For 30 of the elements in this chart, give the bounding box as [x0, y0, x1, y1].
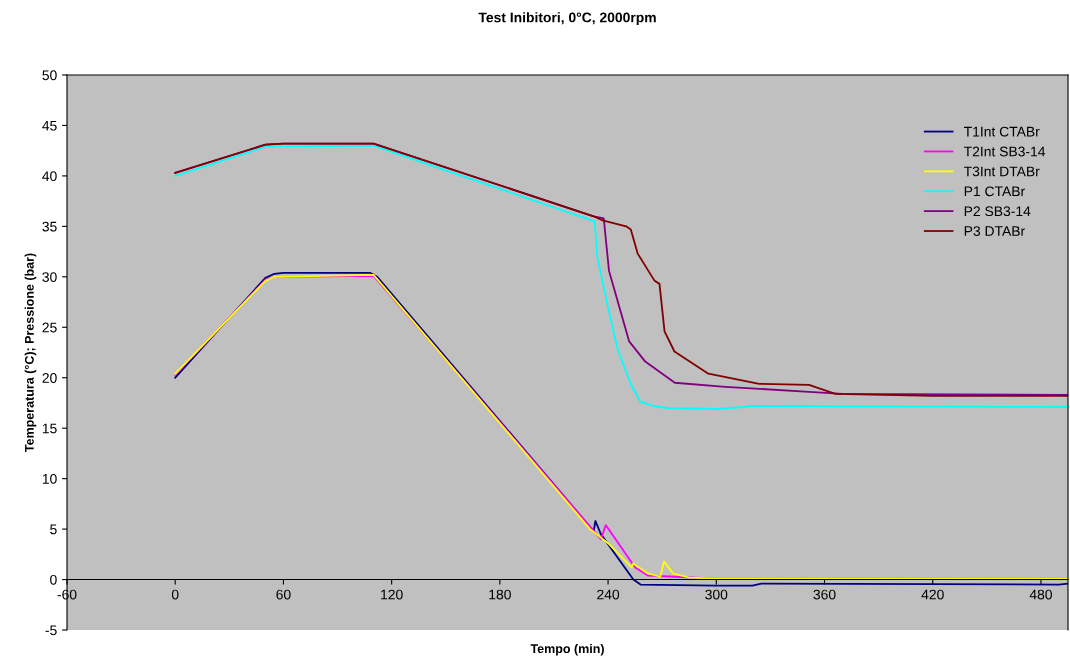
- y-tick-label: 45: [42, 120, 57, 131]
- y-axis-title: Temperatura (°C); Pressione (bar): [24, 253, 37, 452]
- legend-label: T2Int SB3-14: [963, 146, 1046, 157]
- x-tick-label: 300: [705, 589, 728, 600]
- y-tick-label: 10: [42, 473, 57, 484]
- x-tick-label: 360: [813, 589, 836, 600]
- y-tick-label: 25: [42, 322, 57, 333]
- x-tick-label: 120: [381, 589, 403, 600]
- y-tick-label: 15: [42, 423, 57, 434]
- y-tick-label: 5: [50, 524, 57, 535]
- legend-label: P2 SB3-14: [964, 206, 1031, 217]
- y-tick-label: 30: [42, 272, 57, 282]
- x-tick-label: 0: [171, 589, 179, 600]
- x-tick-label: 420: [921, 589, 944, 600]
- y-tick-label: 35: [42, 221, 57, 232]
- y-tick-label: -5: [45, 625, 57, 636]
- x-tick-label: 60: [276, 589, 291, 600]
- x-tick-label: 180: [489, 589, 511, 600]
- x-tick-label: 480: [1029, 589, 1052, 600]
- legend-label: T1Int CTABr: [963, 126, 1040, 137]
- chart-title: Test Inibitori, 0°C, 2000rpm: [478, 12, 656, 26]
- y-tick-label: 40: [42, 171, 57, 182]
- legend-label: P1 CTABr: [964, 186, 1025, 197]
- y-tick-label: 0: [50, 574, 57, 585]
- y-tick-label: 20: [42, 373, 57, 383]
- y-tick-label: 50: [42, 70, 57, 81]
- x-axis-title: Tempo (min): [530, 643, 604, 656]
- legend-label: P3 DTABr: [964, 226, 1025, 237]
- legend-label: T3Int DTABr: [963, 166, 1040, 177]
- x-tick-label: 240: [597, 589, 620, 600]
